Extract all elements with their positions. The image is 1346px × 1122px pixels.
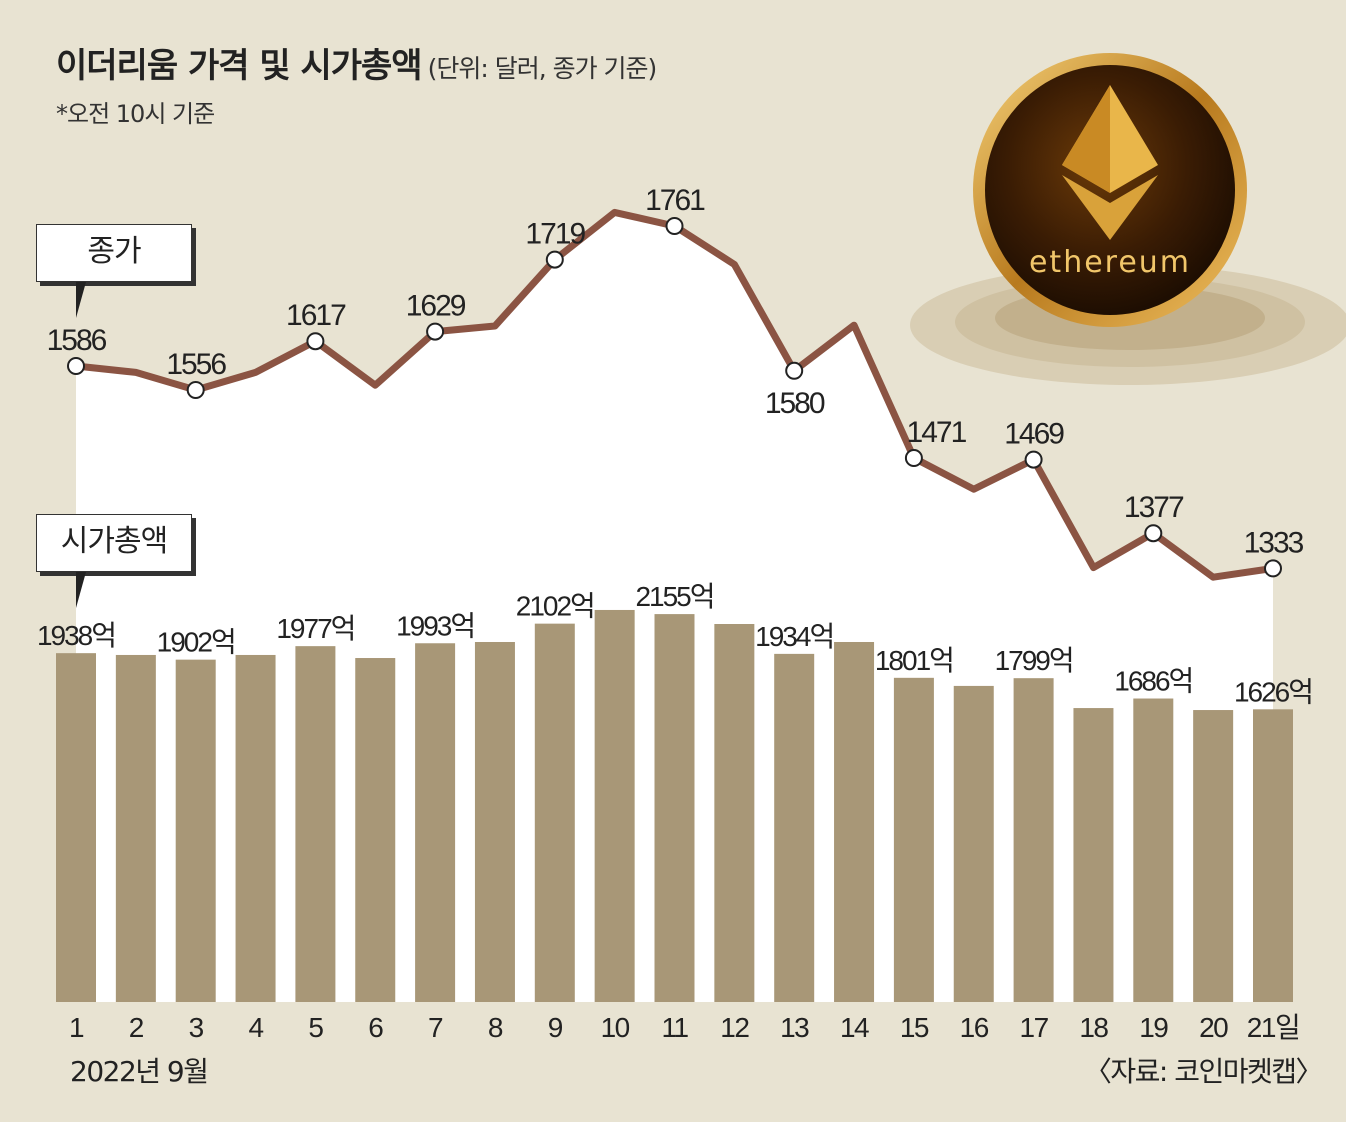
- bar-1: [56, 653, 96, 1002]
- x-tick-label: 9: [548, 1012, 563, 1043]
- x-tick-label: 5: [308, 1012, 323, 1043]
- price-label: 1471: [907, 416, 967, 449]
- bar-3: [175, 659, 216, 1002]
- bar-label: 1977억: [276, 613, 354, 644]
- bar-11: [654, 614, 695, 1002]
- x-tick-label: 6: [368, 1012, 383, 1043]
- x-tick-label: 20: [1199, 1012, 1228, 1043]
- x-tick-label: 17: [1020, 1012, 1049, 1043]
- bar-18: [1073, 708, 1114, 1002]
- bar-label: 1993억: [396, 610, 474, 641]
- price-point: [904, 449, 923, 467]
- bar-13: [774, 653, 815, 1002]
- x-tick-label: 4: [249, 1012, 264, 1043]
- price-point: [1264, 559, 1282, 578]
- price-label: 1629: [406, 290, 466, 323]
- unit-label: (단위: 달러, 종가 기준): [427, 54, 658, 83]
- bar-5: [295, 646, 336, 1002]
- price-point: [665, 217, 684, 235]
- bar-10: [594, 609, 635, 1002]
- x-tick-label: 3: [189, 1012, 204, 1043]
- bar-9: [534, 623, 575, 1002]
- x-tick-label: 16: [960, 1012, 989, 1043]
- price-point: [306, 332, 325, 351]
- x-tick-label: 14: [840, 1012, 869, 1043]
- bar-21: [1253, 709, 1293, 1002]
- bar-label: 1801억: [875, 645, 953, 676]
- bar-7: [415, 643, 456, 1002]
- bar-label: 1938억: [37, 620, 115, 651]
- source-label: 〈자료: 코인마켓캡〉: [1083, 1055, 1324, 1088]
- bar-label: 2155억: [635, 581, 713, 612]
- bar-4: [235, 654, 276, 1002]
- title-text: 이더리움 가격 및 시가총액: [56, 46, 423, 86]
- bar-14: [834, 642, 875, 1002]
- price-point: [785, 361, 804, 380]
- bar-label: 1902억: [157, 627, 235, 658]
- x-tick-label: 13: [780, 1012, 809, 1043]
- x-tick-label: 11: [661, 1012, 688, 1043]
- price-point: [1144, 524, 1163, 543]
- price-label: 1580: [765, 387, 825, 420]
- price-point: [545, 250, 564, 269]
- chart-title: 이더리움 가격 및 시가총액 (단위: 달러, 종가 기준): [56, 38, 658, 87]
- bar-label: 1934억: [755, 621, 833, 652]
- cap-callout: 시가총액: [36, 514, 192, 572]
- price-label: 1377: [1124, 491, 1184, 524]
- price-label: 1556: [166, 348, 226, 381]
- price-label: 1469: [1004, 418, 1064, 451]
- price-label: 1719: [525, 218, 585, 251]
- x-tick-label: 19: [1139, 1012, 1168, 1043]
- x-tick-label: 10: [601, 1012, 630, 1043]
- price-point: [1024, 450, 1043, 469]
- bar-15: [893, 677, 934, 1002]
- x-tick-label: 15: [900, 1012, 929, 1043]
- bar-6: [355, 658, 396, 1002]
- bar-17: [1013, 678, 1054, 1002]
- coin-logo: ethereum: [910, 53, 1346, 385]
- period-label: 2022년 9월: [70, 1055, 209, 1088]
- bar-12: [714, 624, 755, 1002]
- price-point: [67, 357, 85, 375]
- bar-label: 1686억: [1114, 666, 1192, 697]
- price-label: 1617: [286, 299, 346, 332]
- bar-16: [953, 685, 994, 1002]
- bar-label: 1626억: [1234, 676, 1312, 707]
- bar-8: [474, 642, 515, 1002]
- price-label: 1333: [1244, 526, 1304, 559]
- price-callout: 종가: [36, 224, 192, 282]
- x-tick-label: 12: [720, 1012, 749, 1043]
- price-point: [186, 381, 205, 399]
- price-label: 1586: [47, 324, 107, 357]
- x-tick-label: 18: [1079, 1012, 1108, 1043]
- x-tick-label: 2: [129, 1012, 144, 1043]
- x-tick-label: 8: [488, 1012, 503, 1043]
- x-tick-label: 7: [428, 1012, 443, 1043]
- note: *오전 10시 기준: [56, 100, 215, 128]
- ethereum-logo-text: ethereum: [1029, 245, 1191, 280]
- price-label: 1761: [645, 184, 705, 217]
- bar-2: [115, 654, 156, 1002]
- x-tick-label: 21일: [1247, 1012, 1299, 1043]
- bar-20: [1193, 710, 1234, 1002]
- bar-label: 1799억: [995, 645, 1073, 676]
- price-point: [426, 322, 445, 341]
- bar-19: [1133, 698, 1174, 1002]
- x-tick-label: 1: [69, 1012, 84, 1043]
- bar-label: 2102억: [516, 591, 594, 622]
